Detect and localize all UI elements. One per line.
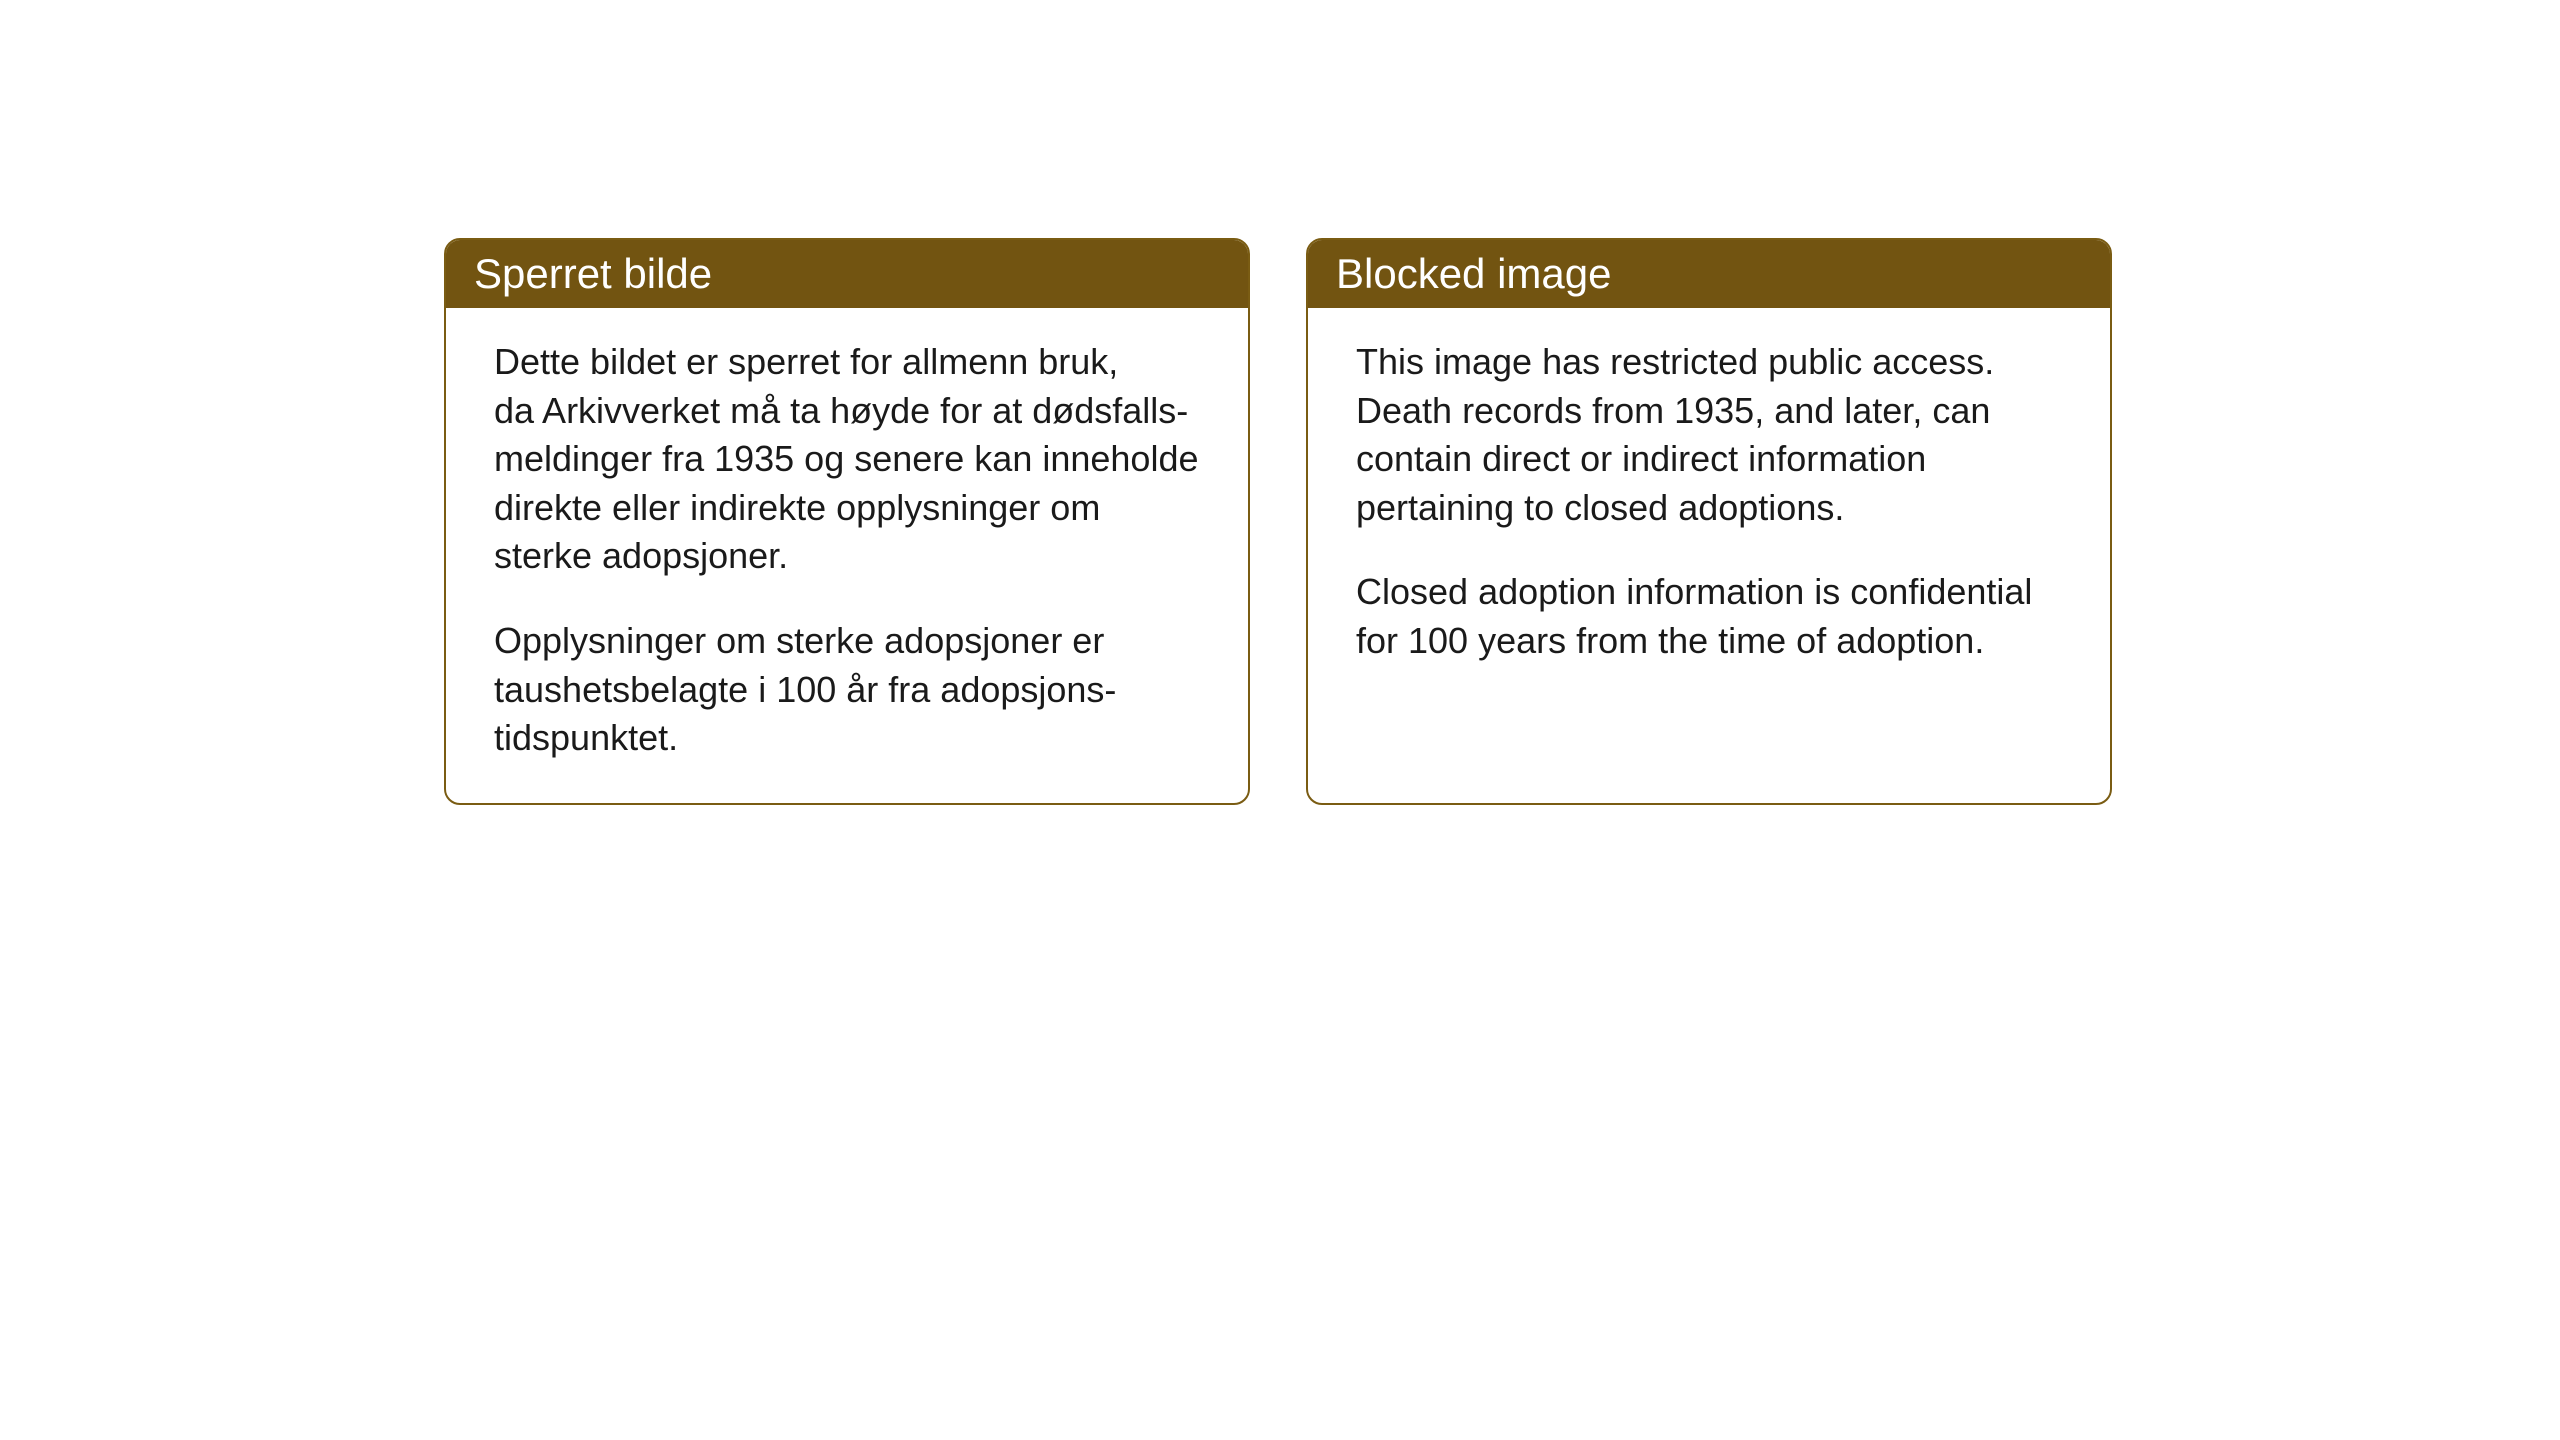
card-title-english: Blocked image xyxy=(1336,250,1611,297)
card-body-norwegian: Dette bildet er sperret for allmenn bruk… xyxy=(446,308,1248,803)
card-norwegian: Sperret bilde Dette bildet er sperret fo… xyxy=(444,238,1250,805)
card-header-norwegian: Sperret bilde xyxy=(446,240,1248,308)
card-header-english: Blocked image xyxy=(1308,240,2110,308)
card-english: Blocked image This image has restricted … xyxy=(1306,238,2112,805)
card-body-english: This image has restricted public access.… xyxy=(1308,308,2110,706)
cards-container: Sperret bilde Dette bildet er sperret fo… xyxy=(444,238,2112,805)
paragraph-2-english: Closed adoption information is confident… xyxy=(1356,568,2062,665)
card-title-norwegian: Sperret bilde xyxy=(474,250,712,297)
paragraph-2-norwegian: Opplysninger om sterke adopsjoner er tau… xyxy=(494,617,1200,763)
paragraph-1-english: This image has restricted public access.… xyxy=(1356,338,2062,532)
paragraph-1-norwegian: Dette bildet er sperret for allmenn bruk… xyxy=(494,338,1200,581)
